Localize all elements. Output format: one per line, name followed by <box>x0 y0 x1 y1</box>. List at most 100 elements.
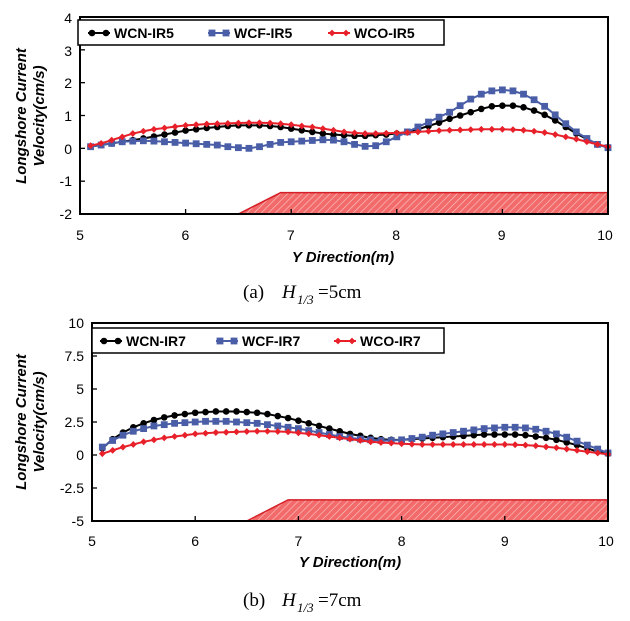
submerged-structure <box>246 499 609 522</box>
data-point <box>551 117 559 124</box>
data-point <box>129 441 137 448</box>
data-point <box>266 119 274 127</box>
data-point <box>393 133 401 141</box>
data-point <box>171 433 178 440</box>
data-point <box>277 120 285 128</box>
data-point <box>274 412 282 420</box>
data-point <box>274 422 282 430</box>
data-point <box>456 102 464 110</box>
data-point <box>315 431 323 439</box>
data-point <box>150 416 158 424</box>
data-point <box>435 113 443 121</box>
data-point <box>403 129 411 136</box>
data-point <box>501 423 509 431</box>
data-point <box>418 433 426 441</box>
data-point <box>171 139 179 146</box>
legend-marker <box>222 29 230 37</box>
data-point <box>446 108 453 116</box>
xtick-label: 7 <box>295 533 303 549</box>
ytick-label: 4 <box>64 10 72 26</box>
panel-a: WCN-IR5 WCF-IR5 WCO-IR5 -2 -1 0 1 2 3 4 5 … <box>13 10 613 307</box>
data-point <box>562 120 570 128</box>
ytick-label: 7.5 <box>65 348 85 364</box>
data-point <box>530 127 538 135</box>
data-point <box>192 125 200 133</box>
data-point <box>501 431 509 438</box>
data-point <box>139 137 147 145</box>
data-point <box>182 127 189 134</box>
data-point <box>284 428 292 436</box>
data-point <box>305 430 313 438</box>
data-point <box>467 108 475 116</box>
data-point <box>181 419 189 427</box>
y-axis-label: Longshore Current <box>13 47 30 184</box>
data-point <box>477 90 485 98</box>
data-point <box>98 443 106 451</box>
data-point <box>488 103 496 110</box>
data-point <box>171 123 179 131</box>
data-point <box>499 125 506 133</box>
caption-subscript: 1/3 <box>297 600 314 615</box>
legend-label: WCF-IR5 <box>234 25 293 41</box>
data-point <box>253 409 261 417</box>
data-point <box>224 119 232 127</box>
data-point <box>594 140 601 148</box>
data-point <box>233 428 240 436</box>
data-point <box>594 445 602 453</box>
data-point <box>235 119 242 127</box>
data-point <box>139 127 147 135</box>
data-point <box>460 441 467 448</box>
data-point <box>480 425 488 432</box>
data-point <box>309 128 316 136</box>
data-point <box>509 87 517 95</box>
ytick-label: 2 <box>64 75 72 91</box>
data-point <box>467 126 475 134</box>
data-point <box>541 102 549 110</box>
xtick-label: 8 <box>398 533 406 549</box>
data-point <box>470 441 478 448</box>
data-point <box>330 131 337 138</box>
data-point <box>439 441 447 448</box>
legend-marker <box>334 337 342 345</box>
data-point <box>542 434 550 442</box>
data-point <box>171 419 178 427</box>
data-point <box>235 144 242 152</box>
data-point <box>460 427 467 435</box>
data-point <box>372 130 380 137</box>
legend-marker <box>342 29 350 37</box>
data-point <box>212 417 220 425</box>
data-point <box>140 438 147 446</box>
data-point <box>319 125 327 133</box>
data-point <box>509 102 517 109</box>
data-point <box>563 433 571 441</box>
data-point <box>480 431 488 438</box>
data-point <box>212 408 220 415</box>
legend-marker <box>348 337 356 345</box>
data-point <box>287 121 295 129</box>
legend-entry: WCN-IR7 <box>100 333 186 349</box>
data-point <box>264 427 271 435</box>
legend-marker <box>230 337 238 345</box>
xtick-label: 6 <box>191 533 199 549</box>
data-point <box>446 126 453 134</box>
ytick-label: 5 <box>76 381 84 397</box>
data-point <box>171 412 178 419</box>
data-point <box>351 129 358 137</box>
data-point <box>264 410 271 418</box>
data-point <box>129 130 137 137</box>
data-point <box>594 449 602 457</box>
data-point <box>298 126 306 134</box>
data-point <box>203 140 211 148</box>
data-point <box>284 423 292 431</box>
data-point <box>511 431 519 438</box>
xtick-label: 5 <box>88 533 96 549</box>
data-point <box>398 436 405 444</box>
data-point <box>213 120 221 128</box>
data-point <box>563 439 571 446</box>
data-point <box>361 130 369 137</box>
data-point <box>336 427 343 435</box>
data-point <box>367 438 375 446</box>
data-point <box>118 138 126 146</box>
data-point <box>264 421 271 429</box>
data-point <box>542 427 550 435</box>
